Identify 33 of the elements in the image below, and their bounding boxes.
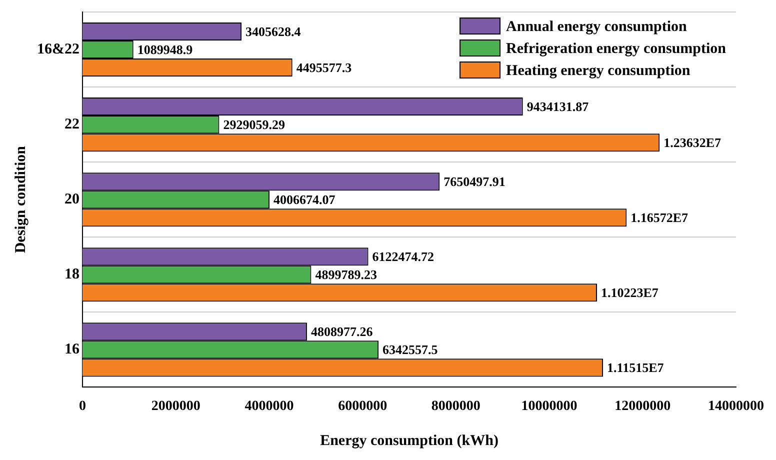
data-label: 1.11515E7	[607, 360, 664, 376]
data-label: 6342557.5	[382, 342, 438, 358]
x-tick-label: 0	[78, 399, 86, 414]
data-label: 1.10223E7	[601, 285, 659, 300]
y-tick-label: 16	[64, 342, 80, 358]
data-label: 4006674.07	[274, 192, 336, 207]
data-label: 7650497.91	[444, 174, 506, 189]
data-label: 9434131.87	[526, 98, 590, 114]
data-label: 1.23632E7	[664, 134, 722, 150]
x-axis-title: Energy consumption (kWh)	[320, 432, 498, 449]
data-label: 2929059.29	[223, 116, 286, 132]
data-label: 4808977.26	[310, 324, 374, 340]
data-label: 4899789.23	[315, 267, 378, 282]
x-tick-label: 4000000	[244, 399, 294, 414]
y-tick-label: 20	[64, 191, 80, 208]
data-label: 6122474.72	[372, 248, 434, 264]
data-label: 4495577.3	[296, 60, 352, 75]
y-tick-label: 16&22	[36, 41, 80, 58]
data-label: 1089948.9	[137, 42, 194, 57]
legend-label: Refrigeration energy consumption	[506, 40, 727, 57]
x-tick-label: 10000000	[521, 399, 578, 414]
x-tick-label: 6000000	[338, 399, 388, 414]
data-label: 3405628.4	[245, 24, 302, 39]
x-tick-label: 2000000	[151, 399, 200, 414]
y-tick-label: 18	[64, 266, 80, 283]
data-label: 1.16572E7	[630, 210, 689, 225]
y-axis-title: Design condition	[12, 145, 29, 254]
x-tick-label: 14000000	[708, 399, 764, 414]
x-tick-label: 8000000	[431, 399, 480, 414]
legend-label: Annual energy consumption	[506, 18, 688, 35]
x-tick-label: 12000000	[614, 399, 671, 414]
legend-label: Heating energy consumption	[506, 62, 691, 79]
y-tick-label: 22	[64, 116, 80, 132]
